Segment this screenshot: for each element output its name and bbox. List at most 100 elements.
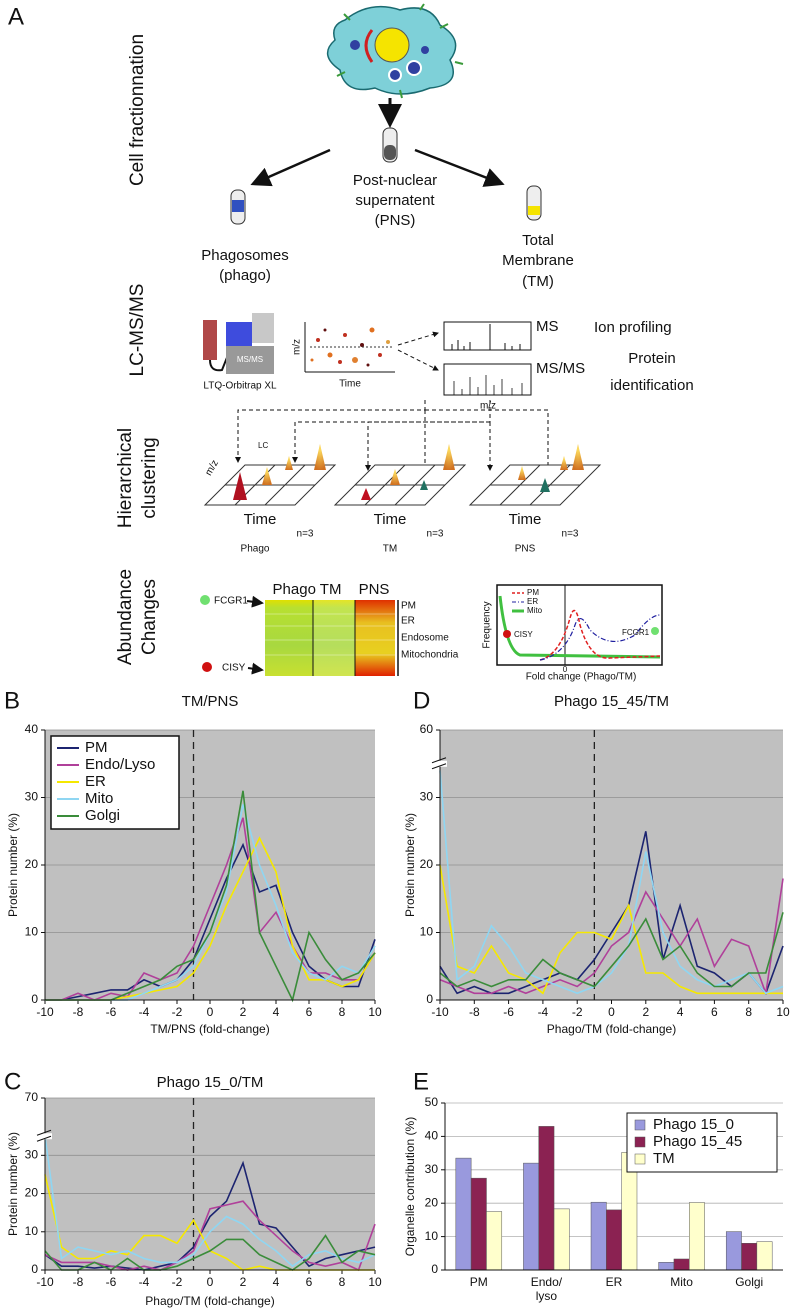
marker-dot bbox=[202, 662, 212, 672]
x-tick-label: PM bbox=[470, 1275, 488, 1289]
spectrum-label: MS/MS bbox=[536, 360, 585, 377]
x-tick-label: 10 bbox=[368, 1275, 382, 1289]
heatmap-row: Endosome bbox=[401, 633, 449, 644]
section-label: Hierarchical bbox=[115, 428, 136, 528]
x-tick-label: 4 bbox=[273, 1275, 280, 1289]
x-tick-label: -2 bbox=[172, 1275, 183, 1289]
x-tick-label: -8 bbox=[73, 1005, 84, 1019]
bar bbox=[606, 1209, 622, 1271]
tube-label: (phago) bbox=[219, 267, 271, 284]
replicate-label: n=3 bbox=[297, 529, 314, 540]
heatmap bbox=[265, 600, 399, 676]
x-tick-label: 2 bbox=[240, 1275, 247, 1289]
series-line bbox=[44, 1136, 376, 1268]
x-tick-label: Endo/lyso bbox=[531, 1275, 563, 1303]
panel-label: D bbox=[413, 687, 430, 714]
tube-fill bbox=[232, 200, 244, 212]
x-tick-label: 2 bbox=[642, 1005, 649, 1019]
spectrum-label: identification bbox=[610, 377, 693, 394]
cone-icons bbox=[233, 444, 584, 500]
x-axis-label: Phago/TM (fold-change) bbox=[547, 1022, 676, 1036]
y-tick-label: 20 bbox=[420, 857, 434, 871]
x-tick-label: -10 bbox=[36, 1275, 54, 1289]
y-tick-label: 40 bbox=[25, 722, 39, 736]
arrow bbox=[246, 595, 264, 608]
axis-label: m/z bbox=[480, 401, 496, 412]
y-tick-label: 50 bbox=[425, 1095, 439, 1109]
series-line bbox=[44, 1160, 376, 1271]
tube-label: Post-nuclear bbox=[353, 172, 437, 189]
tube-label: Phagosomes bbox=[201, 247, 289, 264]
lc-map-icon bbox=[304, 322, 395, 373]
x-tick-label: 6 bbox=[306, 1005, 313, 1019]
axis-label: Fold change (Phago/TM) bbox=[526, 672, 637, 683]
arrow bbox=[397, 331, 439, 346]
x-tick-label: -4 bbox=[139, 1275, 150, 1289]
section-label: LC-MS/MS bbox=[127, 284, 148, 377]
x-tick-label: 10 bbox=[776, 1005, 790, 1019]
cell-icon bbox=[326, 3, 464, 99]
cluster-name: Phago bbox=[241, 544, 270, 555]
legend-label: ER bbox=[85, 773, 106, 790]
spectrum-label: Ion profiling bbox=[594, 319, 672, 336]
chart-title: Phago 15_0/TM bbox=[157, 1074, 264, 1091]
spectrum-label: MS bbox=[536, 318, 559, 335]
instrument-box-label: MS/MS bbox=[237, 355, 263, 364]
x-tick-label: 10 bbox=[368, 1005, 382, 1019]
marker-dot bbox=[200, 595, 210, 605]
x-tick-label: 2 bbox=[240, 1005, 247, 1019]
x-axis-label: TM/PNS (fold-change) bbox=[150, 1022, 269, 1036]
tube-label: Membrane bbox=[502, 252, 574, 269]
panel-label: A bbox=[8, 3, 24, 30]
charts: B TM/PNS TM/PNS (fold-change) Protein numbe… bbox=[4, 687, 790, 1308]
bar bbox=[673, 1258, 690, 1271]
series-line bbox=[439, 864, 783, 995]
arrow bbox=[247, 662, 264, 675]
cluster-name: TM bbox=[383, 544, 397, 555]
instrument-icon bbox=[203, 313, 274, 374]
replicate-label: n=3 bbox=[562, 529, 579, 540]
spectrum-icon bbox=[443, 321, 532, 396]
heatmap-row: ER bbox=[401, 616, 415, 627]
y-tick-label: 70 bbox=[25, 1090, 39, 1104]
axis-break bbox=[36, 1135, 52, 1142]
axis-label: m/z bbox=[203, 458, 221, 477]
x-tick-label: 4 bbox=[677, 1005, 684, 1019]
axis-break bbox=[38, 1133, 52, 1140]
x-tick-label: -4 bbox=[538, 1005, 549, 1019]
legend-label: Golgi bbox=[85, 807, 120, 824]
x-tick-label: Mito bbox=[670, 1275, 693, 1289]
panel-a: A Cell fractionnation LC-MS/MS Hierarchi… bbox=[8, 3, 694, 682]
chart-title: TM/PNS bbox=[182, 693, 239, 710]
legend-label: Phago 15_0 bbox=[653, 1116, 734, 1133]
y-tick-label: 30 bbox=[420, 790, 434, 804]
x-tick-label: 0 bbox=[207, 1005, 214, 1019]
tube-label: supernatent bbox=[355, 192, 435, 209]
section-label: Cell fractionnation bbox=[127, 34, 148, 186]
axis-break bbox=[431, 757, 447, 764]
y-axis-label: Protein number (%) bbox=[403, 813, 417, 917]
arrow bbox=[250, 148, 331, 187]
y-tick-label: 20 bbox=[25, 1186, 39, 1200]
y-tick-label: 20 bbox=[25, 857, 39, 871]
replicate-label: n=3 bbox=[427, 529, 444, 540]
chart-title: Phago 15_45/TM bbox=[554, 693, 669, 710]
tube-label: (TM) bbox=[522, 273, 554, 290]
y-tick-label: 10 bbox=[420, 925, 434, 939]
section-label: clustering bbox=[139, 437, 160, 518]
bar bbox=[523, 1162, 539, 1271]
y-axis-label: Protein number (%) bbox=[6, 813, 20, 917]
tube-label: Total bbox=[522, 232, 554, 249]
legend-label: TM bbox=[653, 1150, 675, 1167]
x-tick-label: 8 bbox=[339, 1275, 346, 1289]
bar bbox=[455, 1157, 472, 1271]
axis-label: m/z bbox=[292, 339, 303, 355]
y-tick-label: 20 bbox=[425, 1195, 439, 1209]
arrow bbox=[414, 148, 505, 187]
legend-label: Phago 15_45 bbox=[653, 1133, 742, 1150]
y-tick-label: 30 bbox=[425, 1162, 439, 1176]
y-axis-label: Protein number (%) bbox=[6, 1132, 20, 1236]
x-tick-label: 8 bbox=[339, 1005, 346, 1019]
section-label: Changes bbox=[139, 579, 160, 655]
series-line bbox=[45, 817, 376, 1001]
